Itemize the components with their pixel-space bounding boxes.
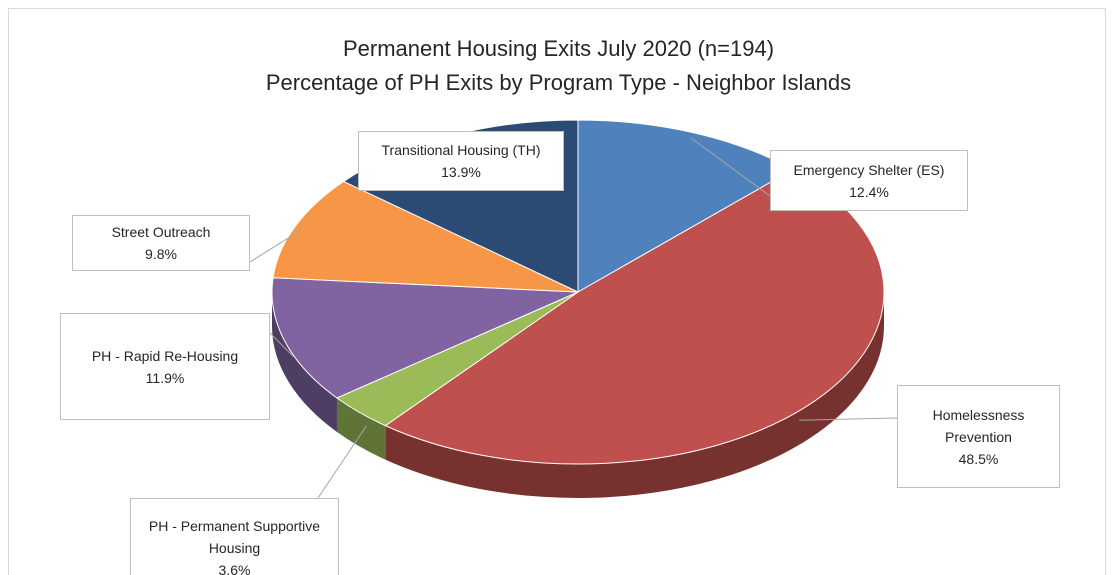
chart-subtitle: Percentage of PH Exits by Program Type -… [265,70,852,95]
leader-line [269,332,294,358]
leader-line [799,417,898,421]
data-label-category: Street Outreach [111,224,211,240]
data-label: Emergency Shelter (ES) 12.4% [770,150,968,211]
leader-line [317,425,367,499]
data-label-value: 11.9% [145,369,185,386]
side-walls [272,292,884,498]
data-label-category: Transitional Housing (TH) [381,142,541,158]
pie-slice [384,168,885,465]
data-label-value: 9.8% [145,246,177,262]
data-label-value: 12.4% [849,183,889,200]
chart-frame [8,8,1106,575]
data-label: Street Outreach 9.8% [72,215,250,271]
data-label-category: PH - Permanent Supportive Housing [148,518,321,556]
leader-line [249,228,304,263]
data-label: Homelessness Prevention 48.5% [897,385,1060,488]
data-label-value: 48.5% [958,450,999,467]
data-label-category: Emergency Shelter (ES) [793,161,945,178]
data-label: PH - Rapid Re-Housing 11.9% [60,313,270,420]
data-label-category: PH - Rapid Re-Housing [91,347,239,364]
pie-wall [385,292,884,498]
pie-wall [272,292,337,432]
data-label-value: 3.6% [218,562,251,575]
data-label-value: 13.9% [441,164,481,180]
pie-slice [271,277,579,399]
data-label: Transitional Housing (TH) 13.9% [358,131,564,191]
leader-line [690,137,771,197]
data-label-category: Homelessness Prevention [932,406,1025,445]
pie-slice [272,180,579,293]
chart-title: Permanent Housing Exits July 2020 (n=194… [342,36,775,61]
data-label: PH - Permanent Supportive Housing 3.6% [130,498,339,575]
pie-wall [336,397,386,460]
